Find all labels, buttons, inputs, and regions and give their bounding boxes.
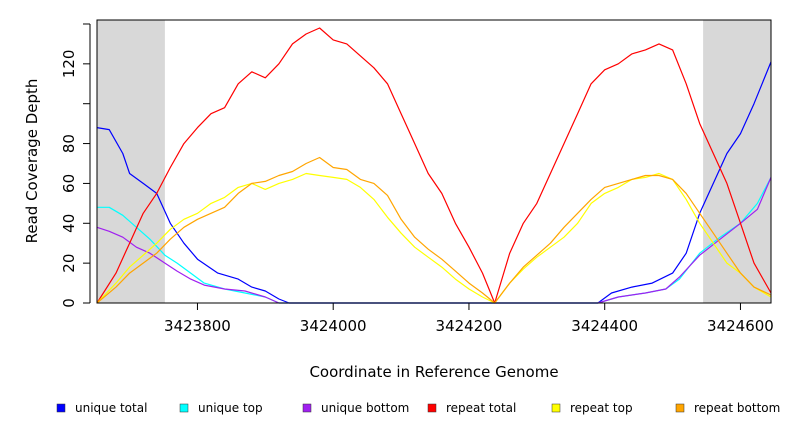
legend-swatch-unique-top: [179, 403, 189, 413]
y-tick-label: 40: [60, 214, 78, 233]
legend-label-repeat-bottom: repeat bottom: [694, 401, 780, 415]
legend-swatch-repeat-top: [551, 403, 561, 413]
plot-frame: [96, 19, 772, 304]
legend-label-unique-top: unique top: [198, 401, 263, 415]
y-tick-label: 20: [60, 254, 78, 273]
y-axis-title: Read Coverage Depth: [23, 79, 41, 244]
series-line-unique-top: [97, 177, 772, 304]
x-tick-label: 3423800: [164, 317, 231, 335]
x-tick-label: 3424000: [300, 317, 367, 335]
shaded-region-2: [703, 20, 771, 303]
legend-swatch-unique-bottom: [302, 403, 312, 413]
shaded-regions: [97, 20, 771, 303]
legend-swatch-repeat-bottom: [675, 403, 685, 413]
legend-label-repeat-total: repeat total: [446, 401, 516, 415]
series-line-unique-total: [96, 61, 772, 304]
legend-swatch-repeat-total: [427, 403, 437, 413]
y-axis: 0 20 40 60 80 120: [60, 23, 91, 308]
series-line-unique-bottom: [96, 177, 772, 304]
series-line-repeat-total: [96, 27, 772, 304]
series-line-repeat-top: [96, 172, 772, 304]
x-tick-label: 3424600: [707, 317, 774, 335]
x-axis-title: Coordinate in Reference Genome: [309, 363, 558, 381]
series-line-repeat-bottom: [96, 156, 772, 304]
legend-swatch-unique-total: [56, 403, 66, 413]
legend-label-repeat-top: repeat top: [570, 401, 633, 415]
legend: unique total unique top unique bottom repea…: [56, 401, 780, 415]
y-tick-label: 0: [60, 298, 78, 308]
legend-label-unique-bottom: unique bottom: [321, 401, 409, 415]
legend-label-unique-total: unique total: [75, 401, 147, 415]
x-tick-label: 3424200: [436, 317, 503, 335]
series-lines: [96, 27, 772, 304]
y-tick-label: 80: [60, 134, 78, 153]
x-axis: 3423800 3424000 3424200 3424400 3424600: [97, 302, 774, 335]
y-tick-label: 120: [60, 50, 78, 79]
x-tick-label: 3424400: [571, 317, 638, 335]
shaded-region-1: [97, 20, 165, 303]
y-tick-label: 60: [60, 174, 78, 193]
